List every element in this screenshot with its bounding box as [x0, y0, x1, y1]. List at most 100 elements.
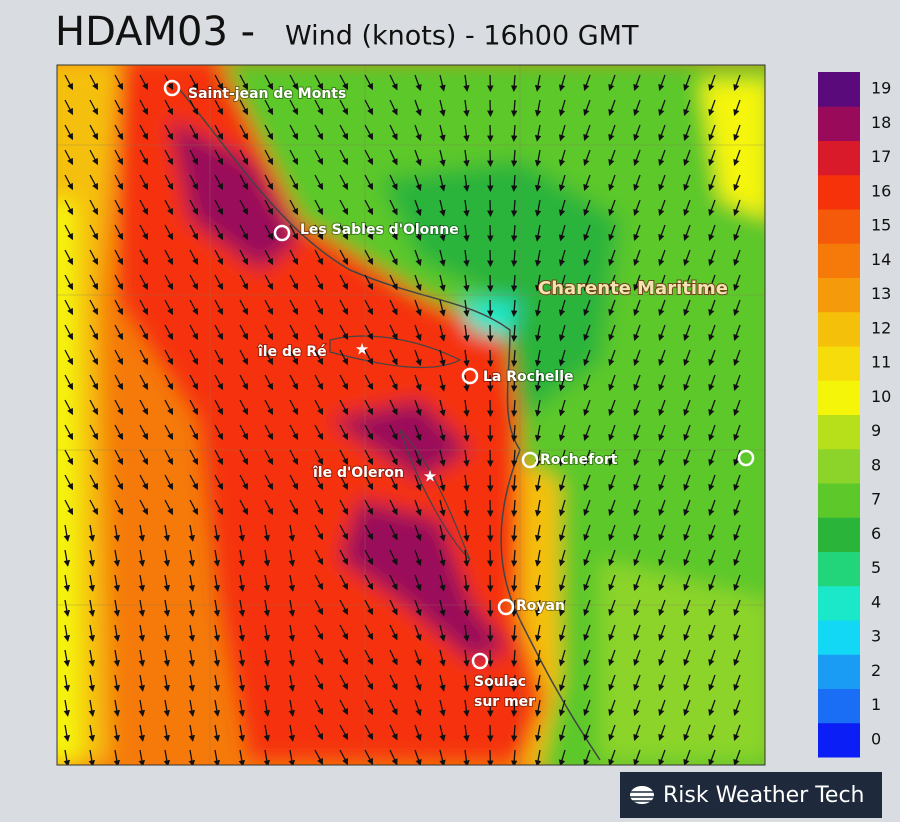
- brand-logo: [628, 786, 656, 804]
- wind-arrow: [733, 374, 741, 392]
- wind-arrow: [113, 524, 121, 542]
- wind-arrow: [633, 249, 641, 267]
- wind-arrow: [558, 724, 566, 742]
- wind-arrow: [608, 549, 616, 567]
- place-label: île d'Oleron: [312, 465, 404, 481]
- wind-arrow: [583, 524, 591, 542]
- wind-arrow: [558, 549, 566, 567]
- place-marker: [737, 449, 755, 467]
- wind-arrow: [138, 624, 146, 642]
- wind-arrow: [558, 199, 566, 217]
- wind-arrow: [708, 749, 716, 765]
- brand-name: Risk Weather Tech: [663, 783, 865, 808]
- wind-arrow: [534, 299, 542, 317]
- wind-arrow: [389, 274, 398, 291]
- wind-arrow: [239, 349, 249, 366]
- wind-arrow: [88, 674, 96, 692]
- wind-arrow: [114, 349, 124, 366]
- wind-arrow: [114, 199, 124, 216]
- legend-swatch: [818, 209, 860, 244]
- wind-arrow: [608, 624, 616, 642]
- wind-arrow: [288, 724, 296, 742]
- wind-arrow: [608, 574, 616, 592]
- wind-arrow: [239, 124, 249, 141]
- wind-arrow: [188, 749, 196, 765]
- wind-arrow: [583, 224, 591, 242]
- wind-arrow: [389, 699, 398, 716]
- wind-arrow: [414, 349, 422, 367]
- wind-arrow: [339, 199, 349, 216]
- wind-arrow: [633, 299, 641, 317]
- wind-arrow: [510, 249, 518, 268]
- wind-arrow: [139, 499, 149, 516]
- wind-arrow: [733, 649, 741, 667]
- wind-arrow: [389, 299, 398, 316]
- wind-arrow: [164, 224, 174, 241]
- wind-arrow: [414, 324, 422, 342]
- wind-arrow: [439, 324, 446, 342]
- wind-arrow: [364, 324, 374, 341]
- wind-arrow: [583, 299, 591, 317]
- wind-arrow: [733, 749, 741, 765]
- wind-arrow: [263, 724, 271, 742]
- wind-arrow: [164, 474, 174, 491]
- wind-arrow: [89, 249, 99, 266]
- wind-arrow: [439, 549, 446, 567]
- wind-arrow: [364, 149, 374, 166]
- wind-arrow: [364, 299, 374, 316]
- wind-arrow: [163, 649, 171, 667]
- wind-arrow: [463, 224, 470, 242]
- wind-arrow: [189, 199, 199, 216]
- wind-arrow: [389, 599, 398, 616]
- wind-arrow: [113, 699, 121, 717]
- wind-arrow: [264, 74, 274, 91]
- wind-arrow: [163, 674, 171, 692]
- wind-arrow: [463, 74, 470, 92]
- wind-arrow: [510, 149, 518, 168]
- wind-arrow: [88, 624, 96, 642]
- wind-arrow: [414, 449, 422, 467]
- wind-arrow: [583, 624, 591, 642]
- wind-field: Charente Maritime Saint-jean de Monts Les…: [57, 65, 765, 765]
- wind-arrow: [510, 574, 518, 593]
- place-label: Soulac: [474, 674, 526, 690]
- wind-arrow: [658, 449, 666, 467]
- wind-arrow: [558, 674, 566, 692]
- wind-arrow: [558, 599, 566, 617]
- place-marker: [461, 367, 479, 385]
- wind-arrow: [534, 474, 542, 492]
- wind-arrow: [389, 174, 398, 191]
- wind-arrow: [608, 699, 616, 717]
- wind-arrow: [188, 524, 196, 542]
- wind-arrow: [583, 724, 591, 742]
- wind-arrow: [633, 274, 641, 292]
- wind-arrow: [733, 74, 741, 92]
- wind-arrow: [364, 74, 374, 91]
- wind-arrow: [633, 649, 641, 667]
- wind-arrow: [113, 649, 121, 667]
- wind-arrow: [583, 474, 591, 492]
- wind-arrow: [113, 724, 121, 742]
- wind-arrow: [64, 274, 74, 291]
- wind-arrow: [288, 624, 296, 642]
- wind-arrow: [238, 749, 246, 765]
- wind-arrow: [534, 324, 542, 342]
- wind-arrow: [583, 699, 591, 717]
- place-marker: [163, 79, 181, 97]
- wind-arrow: [510, 299, 518, 318]
- wind-arrow: [414, 549, 422, 567]
- legend-label: 12: [871, 318, 891, 337]
- wind-arrow: [608, 424, 616, 442]
- wind-arrow: [583, 174, 591, 192]
- wind-arrow: [463, 299, 470, 317]
- wind-arrow: [558, 649, 566, 667]
- wind-arrow: [439, 724, 446, 742]
- wind-arrow: [339, 574, 349, 591]
- wind-arrow: [534, 274, 542, 292]
- wind-arrow: [414, 424, 422, 442]
- wind-arrow: [733, 274, 741, 292]
- wind-arrow: [608, 524, 616, 542]
- wind-arrow: [164, 274, 174, 291]
- legend-swatch: [818, 585, 860, 621]
- wind-arrow: [658, 549, 666, 567]
